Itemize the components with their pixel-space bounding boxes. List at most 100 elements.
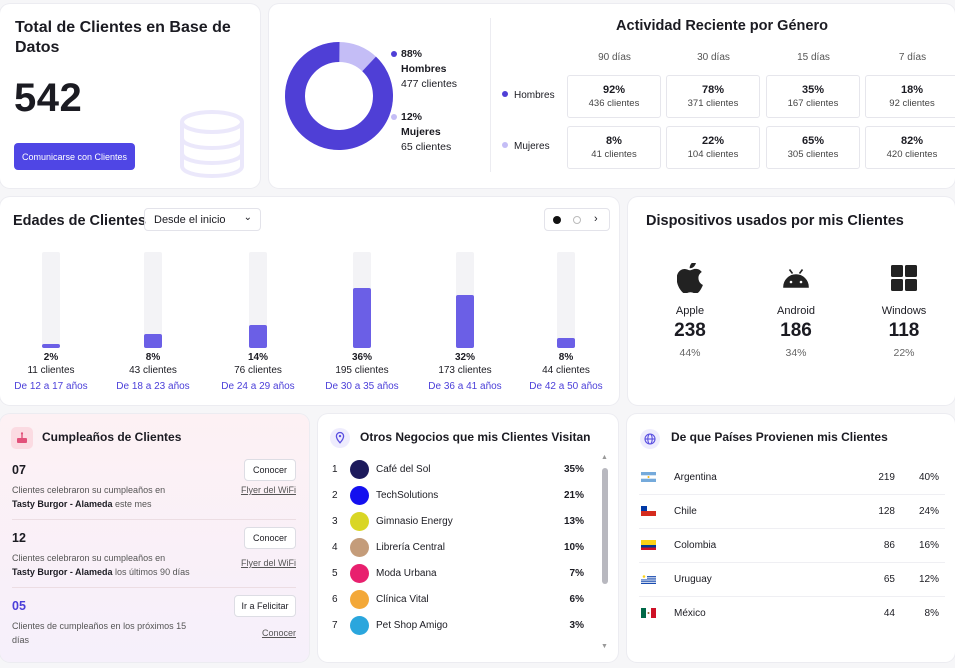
country-count: 65 [883,574,895,585]
businesses-title: Otros Negocios que mis Clientes Visitan [360,430,591,444]
know-link[interactable]: Conocer [261,628,296,638]
activity-cell: 78% 371 clientes [666,75,760,118]
business-logo [350,538,369,557]
total-clients-value: 542 [14,76,83,120]
age-group: 2% 11 clientes De 12 a 17 años [0,252,106,392]
mexico-flag-icon [641,608,656,618]
country-name: Chile [674,506,697,517]
windows-icon [891,265,917,291]
business-pct: 7% [569,568,584,579]
know-button[interactable]: Conocer [244,527,296,549]
ages-card: Edades de Clientes Desde el inicio ⌄ › 2… [0,197,619,405]
age-group: 8% 43 clientes De 18 a 23 años [98,252,208,392]
divider [639,494,945,495]
business-name: Café del Sol [376,464,431,475]
device-value: 118 [888,320,920,341]
activity-pct: 18% [900,84,924,96]
business-name: Pet Shop Amigo [376,620,448,631]
activity-cell: 82% 420 clientes [865,126,955,169]
divider [639,528,945,529]
business-row[interactable]: 3 Gimnasio Energy 13% [330,512,598,532]
age-count: 43 clientes [129,365,177,376]
wifi-flyer-link[interactable]: Flyer del WiFi [240,558,296,568]
business-row[interactable]: 1 Café del Sol 35% [330,460,598,480]
age-pct: 36% [351,352,372,363]
age-bar-fill [456,295,474,348]
birthday-count: 12 [12,531,26,545]
uruguay-flag-icon [641,574,656,584]
period-select-value: Desde el inicio [154,214,226,226]
wifi-flyer-link[interactable]: Flyer del WiFi [240,485,296,495]
device-value: 186 [780,320,812,341]
contact-clients-button[interactable]: Comunicarse con Clientes [14,143,135,170]
business-rank: 6 [332,594,338,605]
age-range-link[interactable]: De 12 a 17 años [14,381,88,392]
countries-card: De que Países Provienen mis Clientes Arg… [627,414,955,662]
congratulate-button[interactable]: Ir a Felicitar [234,595,296,617]
age-range-link[interactable]: De 30 a 35 años [325,381,399,392]
period-header: 15 días [797,52,830,63]
period-header: 30 días [697,52,730,63]
birthdays-title: Cumpleaños de Clientes [42,430,182,444]
business-row[interactable]: 2 TechSolutions 21% [330,486,598,506]
age-range-link[interactable]: De 36 a 41 años [428,381,502,392]
know-button[interactable]: Conocer [244,459,296,481]
legend-dot [502,91,508,97]
devices-card: Dispositivos usados por mis Clientes App… [628,197,955,405]
business-pct: 13% [563,516,584,527]
country-pct: 40% [918,472,939,483]
devices-title: Dispositivos usados por mis Clientes [646,213,904,229]
age-count: 195 clientes [335,365,389,376]
birthday-text: Clientes celebraron su cumpleaños en Tas… [12,553,190,577]
business-pct: 35% [563,464,584,475]
apple-icon [677,263,703,293]
business-rank: 1 [332,464,338,475]
business-logo [350,590,369,609]
country-name: Uruguay [674,574,712,585]
scrollbar[interactable]: ▲ ▼ [601,454,609,650]
activity-pct: 82% [900,135,924,147]
age-range-link[interactable]: De 42 a 50 años [529,381,603,392]
men-legend-dot [391,51,397,57]
country-count: 219 [878,472,895,483]
country-row: Chile 128 24% [639,494,945,528]
country-count: 86 [883,540,895,551]
age-range-link[interactable]: De 24 a 29 años [221,381,295,392]
period-header: 7 días [898,52,927,63]
location-pin-icon [330,428,350,448]
argentina-flag-icon [641,472,656,482]
scrollbar-thumb[interactable] [602,468,608,584]
business-row[interactable]: 5 Moda Urbana 7% [330,564,598,584]
countries-title: De que Países Provienen mis Clientes [671,430,888,444]
age-count: 173 clientes [438,365,492,376]
business-row[interactable]: 7 Pet Shop Amigo 3% [330,616,598,636]
women-label: Mujeres [401,126,441,138]
divider [12,519,296,520]
page-dot[interactable] [573,216,581,224]
birthday-item: 05 Clientes de cumpleaños en los próximo… [12,595,302,647]
scroll-down-icon[interactable]: ▼ [601,643,608,650]
business-pct: 3% [569,620,584,631]
country-name: Argentina [674,472,717,483]
chevron-right-icon[interactable]: › [594,213,598,225]
age-pct: 8% [558,352,574,363]
business-row[interactable]: 6 Clínica Vital 6% [330,590,598,610]
database-icon [180,110,244,179]
business-rank: 4 [332,542,338,553]
business-row[interactable]: 4 Librería Central 10% [330,538,598,558]
age-pct: 32% [454,352,475,363]
scroll-up-icon[interactable]: ▲ [601,454,608,461]
business-logo [350,616,369,635]
businesses-card: Otros Negocios que mis Clientes Visitan … [318,414,618,662]
activity-title: Actividad Reciente por Género [616,18,828,34]
age-bar-fill [557,338,575,348]
age-bar-track [353,252,371,348]
age-range-link[interactable]: De 18 a 23 años [116,381,190,392]
age-pct: 14% [247,352,268,363]
device-windows: Windows 118 22% [850,261,955,359]
country-pct: 24% [918,506,939,517]
page-dot-active[interactable] [553,216,561,224]
business-pct: 21% [563,490,584,501]
activity-pct: 22% [701,135,725,147]
period-select[interactable]: Desde el inicio ⌄ [144,208,261,231]
